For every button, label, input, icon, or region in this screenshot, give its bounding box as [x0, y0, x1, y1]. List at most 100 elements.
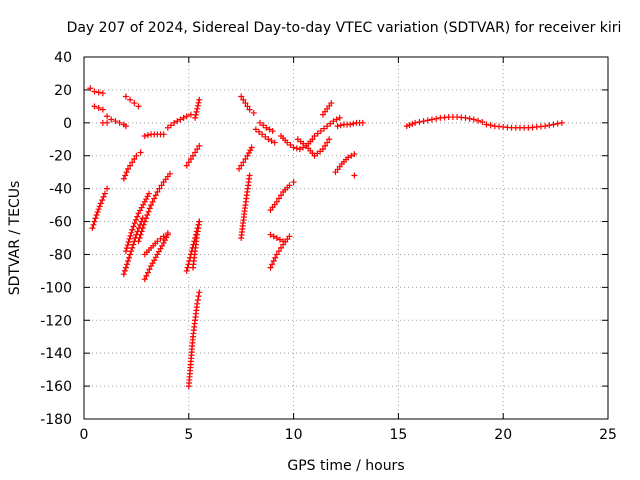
data-point	[345, 154, 352, 161]
data-point	[263, 124, 270, 131]
y-tick-label: -20	[49, 149, 72, 165]
data-point	[558, 119, 565, 126]
series-s13	[141, 131, 167, 139]
data-point-interp	[333, 116, 340, 123]
data-points	[87, 85, 565, 390]
data-point	[108, 116, 115, 123]
data-point-interp	[245, 149, 252, 156]
data-point	[273, 235, 280, 241]
data-point	[129, 226, 136, 233]
data-point	[122, 123, 129, 130]
data-point-interp	[270, 233, 277, 240]
data-point	[319, 146, 326, 153]
data-point-interp	[337, 122, 344, 129]
data-point-interp	[409, 120, 416, 127]
data-point-interp	[96, 203, 103, 210]
data-point-interp	[195, 293, 202, 300]
data-point-interp	[156, 185, 163, 192]
data-point-interp	[466, 115, 473, 122]
data-point	[238, 93, 245, 100]
data-point	[166, 170, 173, 177]
data-point-interp	[123, 169, 130, 176]
series-s30	[311, 114, 343, 139]
series-s15	[183, 142, 203, 169]
series-s17	[185, 289, 203, 390]
data-point	[192, 114, 199, 121]
data-point-interp	[92, 215, 99, 222]
data-point-interp	[163, 234, 170, 241]
grid	[84, 57, 608, 419]
data-point	[125, 165, 132, 172]
data-point-interp	[314, 130, 321, 137]
y-tick-label: -60	[49, 215, 72, 231]
data-point-interp	[139, 225, 146, 232]
data-point-interp	[134, 213, 141, 220]
data-point-interp	[327, 120, 334, 127]
y-tick-label: 40	[54, 50, 72, 66]
data-point	[290, 144, 297, 151]
data-point-interp	[146, 205, 153, 212]
data-point-interp	[122, 264, 129, 271]
data-point	[479, 118, 486, 125]
data-point	[290, 179, 297, 186]
data-point	[192, 149, 199, 156]
data-point-interp	[129, 244, 136, 251]
data-point	[196, 218, 203, 225]
data-point-interp	[145, 208, 152, 215]
x-axis-label: GPS time / hours	[287, 458, 404, 474]
data-point	[127, 96, 134, 103]
data-point-interp	[192, 111, 199, 118]
data-point-interp	[350, 120, 357, 127]
data-point-interp	[287, 142, 294, 149]
data-point-interp	[324, 139, 331, 146]
data-point-interp	[162, 237, 169, 244]
data-point	[127, 251, 134, 258]
series-s24	[257, 119, 276, 135]
data-point-interp	[244, 103, 251, 110]
data-point	[311, 132, 318, 139]
series-s36	[483, 119, 565, 131]
data-point	[99, 106, 106, 113]
data-point-interp	[144, 132, 151, 139]
data-point	[148, 202, 155, 209]
data-point-interp	[475, 117, 482, 124]
data-point	[273, 198, 280, 205]
data-point-interp	[270, 258, 277, 265]
data-point	[95, 105, 102, 112]
data-point-interp	[144, 269, 151, 276]
data-point	[183, 162, 190, 169]
data-point	[309, 136, 316, 143]
data-point	[273, 251, 280, 258]
data-point	[141, 276, 148, 283]
data-point-interp	[278, 192, 285, 199]
y-tick-label: -180	[40, 412, 72, 428]
y-tick-label: -160	[40, 379, 72, 395]
data-point-interp	[554, 120, 561, 127]
y-tick-label: -140	[40, 346, 72, 362]
series-s25	[267, 179, 297, 214]
data-point	[317, 128, 324, 135]
data-point	[248, 144, 255, 151]
series-s3	[104, 113, 129, 130]
x-tick-label: 15	[389, 427, 407, 443]
data-point	[120, 175, 127, 182]
series-s14	[164, 111, 194, 131]
series-s23	[252, 126, 278, 146]
series-s7	[120, 149, 144, 182]
series-s2	[91, 103, 106, 113]
x-tick-label: 0	[80, 427, 89, 443]
data-point	[141, 198, 148, 205]
data-point-interp	[278, 244, 285, 251]
data-point-interp	[433, 115, 440, 122]
data-point-interp	[125, 238, 132, 245]
data-point	[122, 93, 129, 100]
data-point-interp	[126, 235, 133, 242]
data-point	[196, 142, 203, 149]
data-point-interp	[143, 272, 150, 279]
data-point-interp	[99, 197, 106, 204]
data-point	[326, 136, 333, 143]
data-point	[265, 136, 272, 143]
data-point-interp	[100, 193, 107, 200]
series-s31	[319, 100, 335, 118]
data-point	[280, 238, 287, 245]
